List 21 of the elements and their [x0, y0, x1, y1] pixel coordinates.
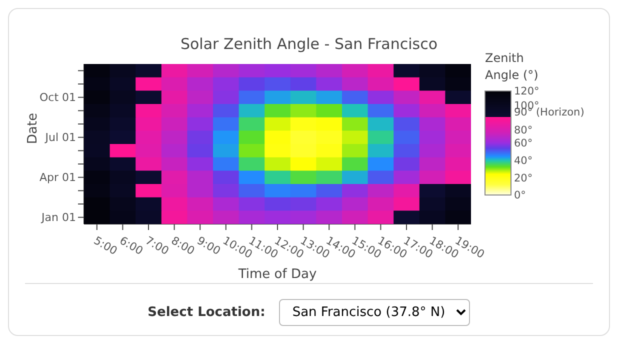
color-bar-label: 0° [514, 190, 526, 202]
color-bar-label: 60° [514, 138, 533, 150]
color-bar-label: 120° [514, 86, 540, 98]
y-tick-label: Apr 01 [39, 171, 76, 184]
color-bar-label: 80° [514, 124, 533, 136]
y-tick-label: Oct 01 [39, 91, 76, 104]
x-tick-label: 5:00 [92, 234, 120, 258]
y-tick-label: Jul 01 [44, 131, 76, 144]
x-tick-label: 8:00 [168, 234, 197, 258]
y-tick-label: Jan 01 [40, 211, 76, 224]
color-bar-label: 20° [514, 172, 533, 184]
color-bar-label: 40° [514, 155, 533, 168]
text: Select Location: [148, 305, 266, 320]
x-tick-label: 6:00 [117, 234, 146, 258]
x-tick-label: 7:00 [143, 234, 172, 258]
chart-title: Solar Zenith Angle - San Francisco [180, 35, 438, 53]
y-axis-title: Date [26, 112, 41, 144]
x-axis-title: Time of Day [237, 267, 317, 282]
x-tick-label: 9:00 [194, 234, 223, 258]
text: San Francisco (37.8° N) [279, 299, 470, 326]
color-bar-title: Zenith Angle (°) [485, 51, 538, 82]
